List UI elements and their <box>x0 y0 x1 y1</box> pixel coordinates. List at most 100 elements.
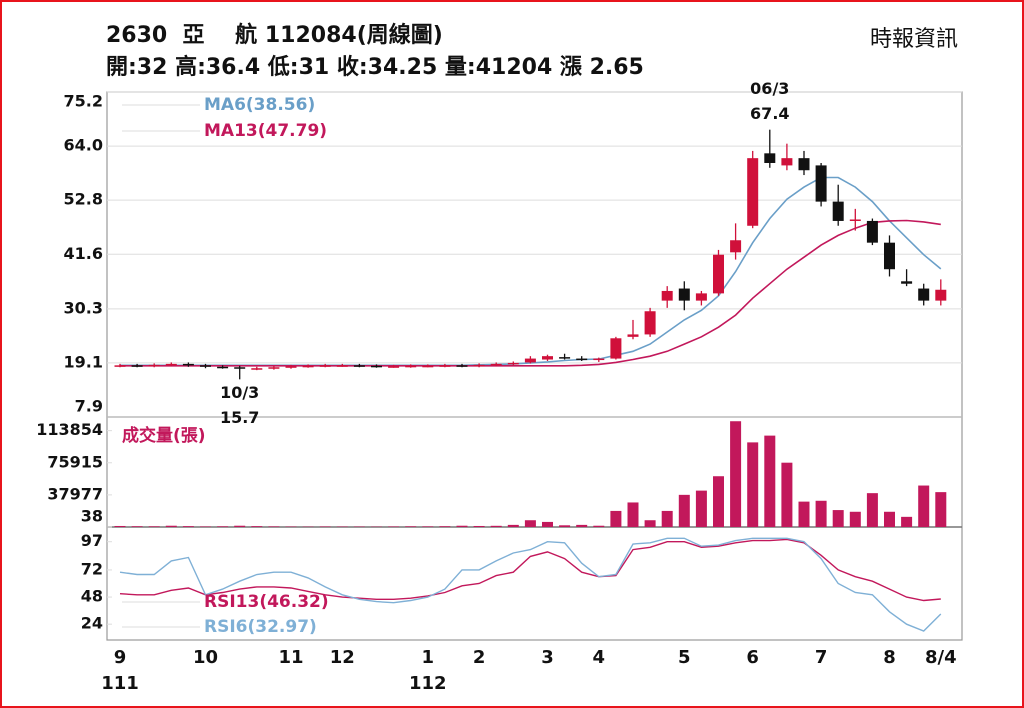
candle-body <box>576 358 588 361</box>
candle-body <box>319 365 331 367</box>
volume-bar <box>695 490 707 527</box>
candle-body <box>268 367 280 369</box>
candle-body <box>849 219 861 221</box>
candle-body <box>695 293 707 301</box>
candle-body <box>747 158 759 226</box>
candle-body <box>542 356 553 360</box>
source: 時報資訊 <box>870 27 958 52</box>
x-tick-label: 3 <box>541 647 554 668</box>
annotation: 10/3 <box>220 383 259 402</box>
y-tick-label: 7.9 <box>75 397 103 416</box>
x-tick-label: 11 <box>278 647 303 668</box>
candle-body <box>627 334 639 337</box>
y-tick-label: 52.8 <box>64 190 103 209</box>
volume-bar <box>182 526 194 527</box>
x-tick-label: 4 <box>593 647 606 668</box>
volume-bar <box>473 525 485 527</box>
volume-bar <box>405 526 417 527</box>
candle-body <box>661 290 673 301</box>
y-tick-label: 72 <box>81 559 103 578</box>
candle-body <box>764 153 776 163</box>
line <box>119 537 942 632</box>
x-tick-label: 5 <box>678 647 691 668</box>
annotation: 67.4 <box>750 104 789 123</box>
candle-body <box>422 365 434 368</box>
volume-bar <box>678 494 690 527</box>
x-tick-label: 10 <box>193 647 218 668</box>
volume-bar <box>730 421 742 527</box>
candle-body <box>524 358 536 363</box>
y-tick-label: 38 <box>81 507 103 526</box>
candle-body <box>114 365 126 367</box>
volume-bar <box>935 492 947 527</box>
legend-label: MA13(47.79) <box>204 121 327 141</box>
y-tick-label: 41.6 <box>64 244 103 263</box>
candle-body <box>456 365 468 367</box>
volume-bar <box>542 521 553 527</box>
candle-body <box>234 367 246 369</box>
candle-body <box>730 240 742 253</box>
volume-bar <box>644 520 656 527</box>
candle-body <box>798 158 810 171</box>
candle-body <box>593 358 605 361</box>
candle-body <box>165 363 177 366</box>
volume-bar <box>251 526 263 527</box>
volume-bar <box>610 510 622 527</box>
title: 2630 亞 航 112084(周線圖) <box>106 22 443 48</box>
candle-body <box>336 365 348 367</box>
annotation: 06/3 <box>750 79 789 98</box>
volume-bar <box>627 502 639 527</box>
y-tick-label: 19.1 <box>64 352 103 371</box>
y-tick-label: 64.0 <box>64 136 103 155</box>
legend-label: MA6(38.56) <box>204 95 315 115</box>
candle-body <box>866 220 878 243</box>
candle-body <box>439 365 451 367</box>
candle-body <box>644 311 656 335</box>
stats: 開:32 高:36.4 低:31 收:34.25 量:41204 漲 2.65 <box>106 54 644 80</box>
x-tick-label: 6 <box>746 647 759 668</box>
volume-bar <box>866 493 878 527</box>
candle-body <box>285 366 297 368</box>
candle-body <box>353 365 365 367</box>
volume-bar <box>849 511 861 527</box>
y-tick-label: 37977 <box>47 484 103 503</box>
legend-label: RSI13(46.32) <box>204 592 329 612</box>
volume-bar <box>439 526 451 527</box>
candle-body <box>371 365 382 368</box>
candle-body <box>781 158 793 166</box>
candle-body <box>405 365 417 368</box>
candle-body <box>935 289 947 301</box>
y-tick-label: 48 <box>81 587 103 606</box>
volume-bar <box>832 510 844 527</box>
x-tick-label: 2 <box>473 647 486 668</box>
candle-body <box>182 363 194 366</box>
volume-bar <box>456 525 468 527</box>
x-year-label: 112 <box>409 673 447 694</box>
candle-body <box>217 366 229 369</box>
candle-body <box>490 363 502 366</box>
y-tick-label: 24 <box>81 614 103 633</box>
volume-bar <box>593 525 605 527</box>
candle-body <box>678 288 690 301</box>
volume-bar <box>131 526 143 527</box>
volume-bar <box>165 525 177 527</box>
y-tick-label: 75915 <box>47 452 103 471</box>
candle-body <box>832 201 844 221</box>
volume-bar <box>713 476 724 527</box>
legend-label: RSI6(32.97) <box>204 617 317 637</box>
candle-body <box>918 288 930 301</box>
x-tick-label: 9 <box>114 647 127 668</box>
volume-bar <box>507 524 519 527</box>
volume-bar <box>234 525 246 527</box>
y-tick-label: 30.3 <box>64 298 103 317</box>
volume-bar <box>918 485 930 527</box>
line <box>120 219 941 367</box>
volume-bar <box>148 526 160 527</box>
candle-body <box>388 366 400 368</box>
volume-bar <box>217 526 229 527</box>
volume-bar <box>764 435 776 527</box>
volume-bar <box>388 526 400 527</box>
panel-title: 成交量(張) <box>122 425 206 446</box>
